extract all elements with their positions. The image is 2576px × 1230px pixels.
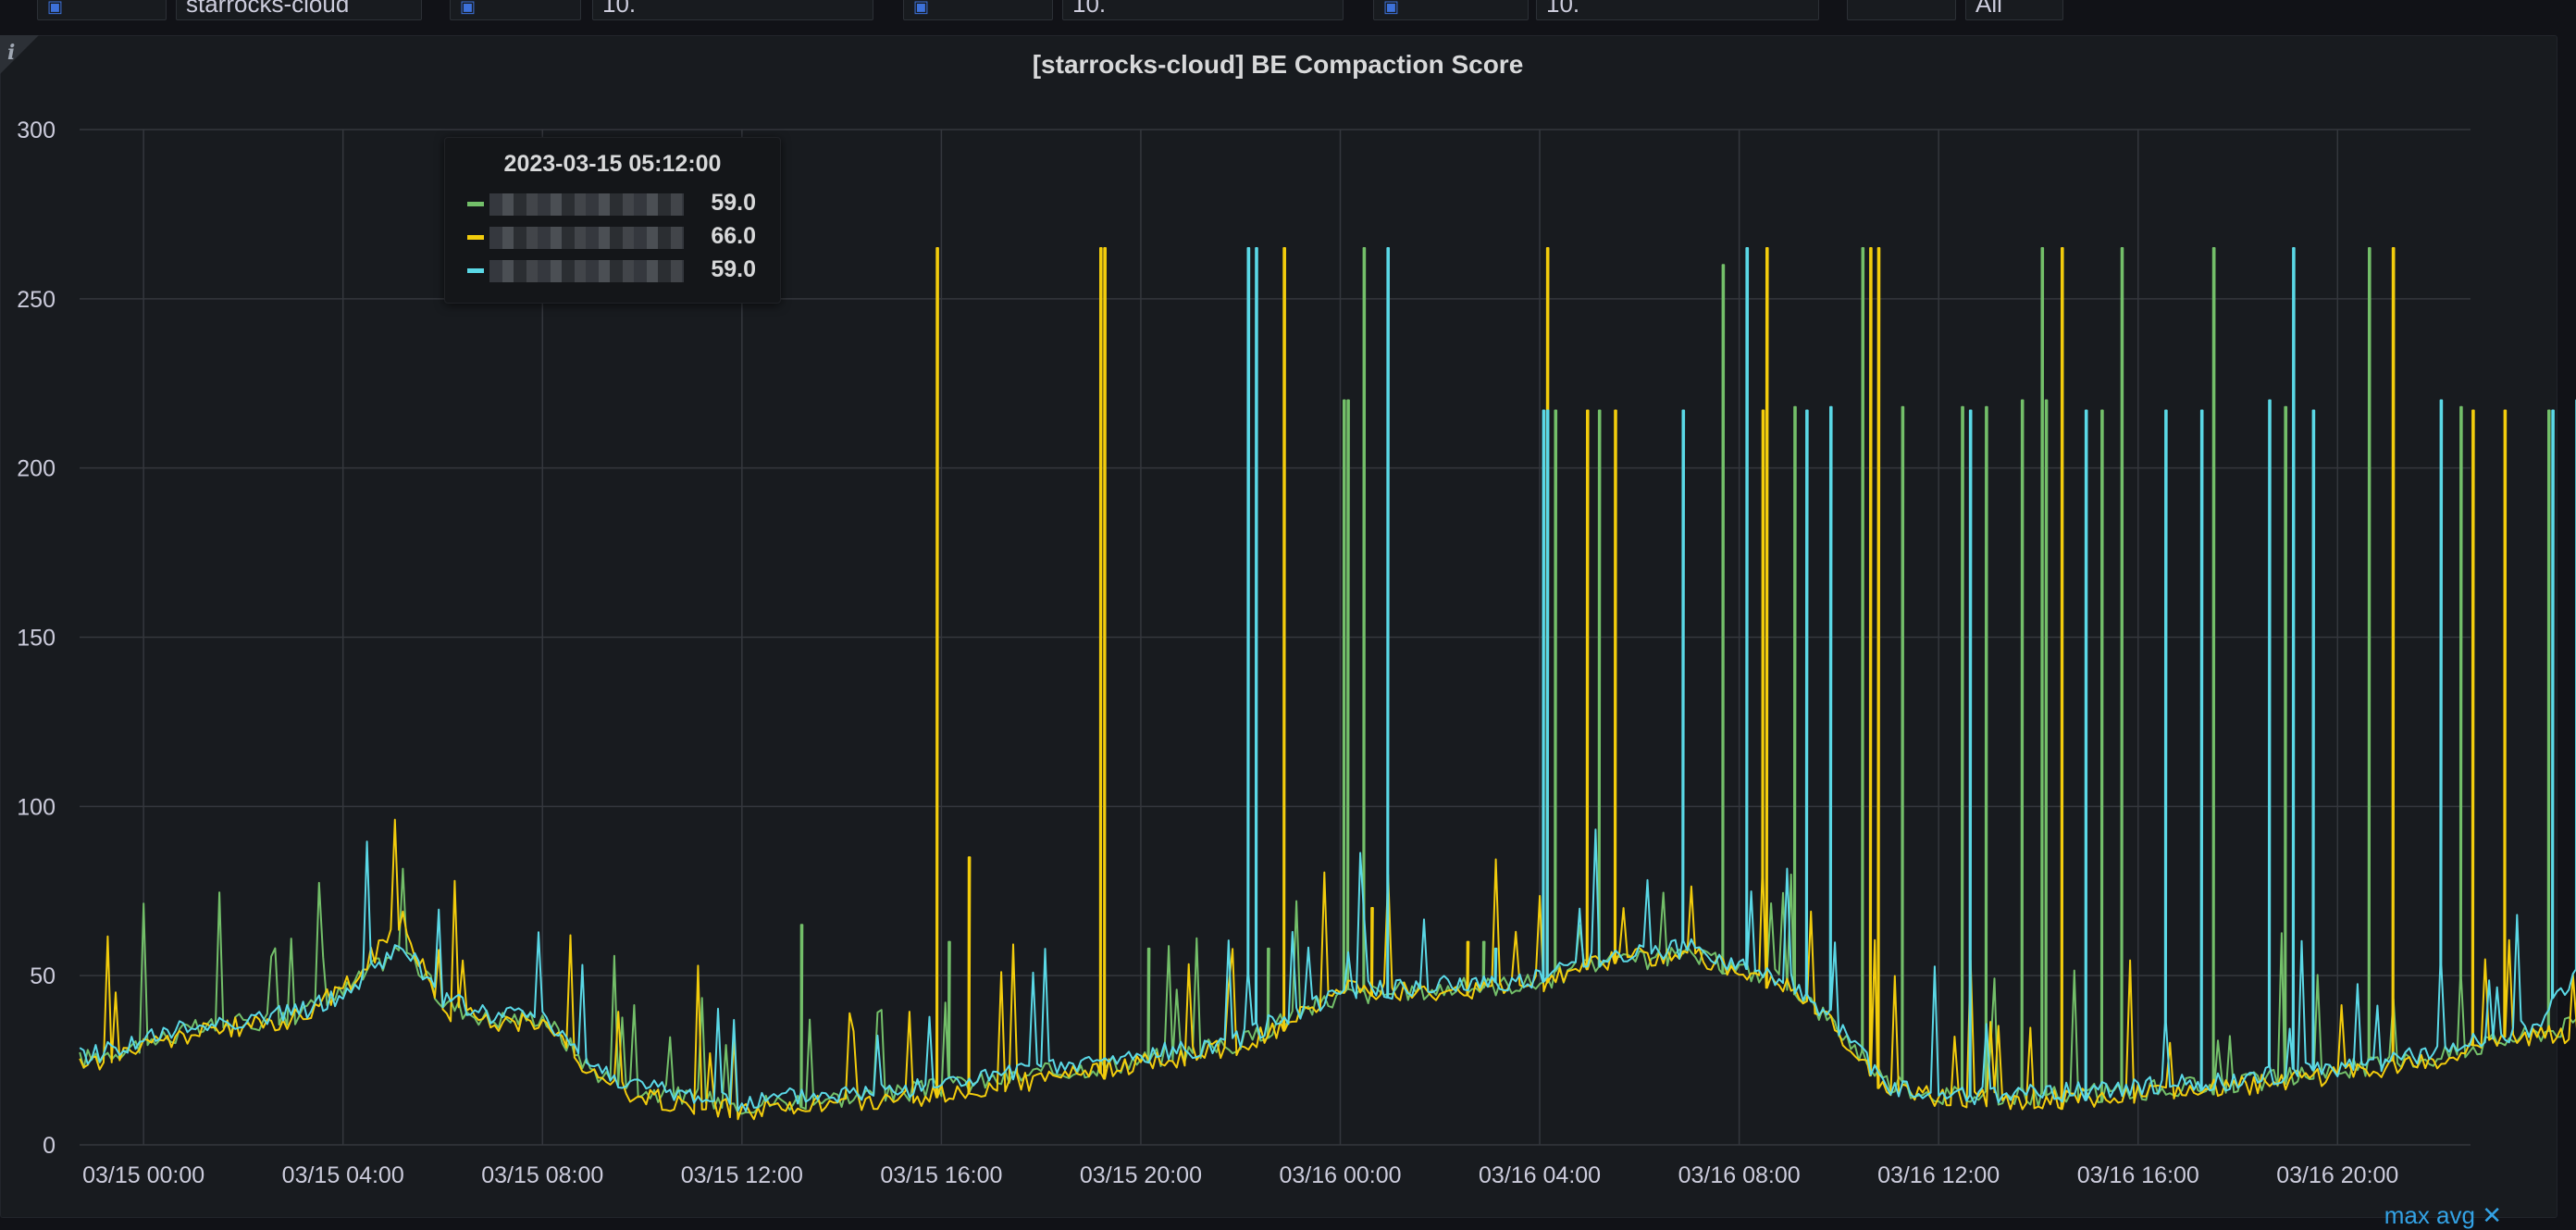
tooltip-series-name-redacted [489,227,684,249]
y-tick-label: 0 [43,1133,56,1159]
variable-label-5[interactable] [1847,0,1956,20]
y-tick-label: 250 [17,287,56,313]
x-tick-label: 03/16 20:00 [2276,1162,2398,1188]
variable-label-2[interactable]: ▣ [450,0,581,20]
chart-grid [80,129,2471,1146]
y-tick-label: 100 [17,794,56,820]
variable-value-host[interactable]: 10. [1536,0,1819,20]
y-tick-label: 50 [30,963,56,989]
hover-tooltip: 2023-03-15 05:12:00 59.0 66.0 59.0 [444,137,781,304]
dashboard-variable-bar: ▣ starrocks-cloud ▣ 10. ▣ 10. ▣ 10. All [0,0,2576,35]
info-icon[interactable]: i [7,41,16,65]
x-tick-label: 03/15 08:00 [481,1162,603,1188]
variable-label-1[interactable]: ▣ [37,0,167,20]
x-tick-label: 03/15 00:00 [82,1162,204,1188]
variable-icon: ▣ [460,0,477,16]
tooltip-swatch-1 [467,202,484,206]
variable-icon: ▣ [47,0,64,16]
variable-value-all[interactable]: All [1965,0,2063,20]
x-tick-label: 03/16 08:00 [1678,1162,1801,1188]
panel-info-corner[interactable] [0,35,39,74]
tooltip-series-name-redacted [489,193,684,216]
tooltip-row: 59.0 [467,256,763,284]
tooltip-time: 2023-03-15 05:12:00 [503,151,722,177]
tooltip-swatch-2 [467,235,484,240]
variable-icon: ▣ [913,0,930,16]
x-tick-label: 03/15 16:00 [880,1162,1002,1188]
panel-title[interactable]: [starrocks-cloud] BE Compaction Score [1032,50,1524,79]
tooltip-row: 66.0 [467,223,763,251]
x-tick-label: 03/16 00:00 [1279,1162,1401,1188]
x-tick-label: 03/15 12:00 [681,1162,803,1188]
y-tick-label: 200 [17,456,56,482]
series-line-2 [79,247,2576,1121]
variable-value-fe[interactable]: 10. [592,0,873,20]
series-line-3 [79,247,2576,1112]
tooltip-swatch-3 [467,268,484,273]
y-tick-label: 150 [17,626,56,652]
y-tick-label: 300 [17,118,56,143]
variable-label-4[interactable]: ▣ [1373,0,1529,20]
x-tick-label: 03/15 20:00 [1080,1162,1202,1188]
tooltip-row: 59.0 [467,190,763,217]
tooltip-value: 59.0 [711,190,756,216]
tooltip-value: 59.0 [711,256,756,282]
chart-series [79,247,2576,1121]
variable-value-cluster[interactable]: starrocks-cloud [176,0,422,20]
variable-value-be[interactable]: 10. [1062,0,1344,20]
x-tick-label: 03/16 04:00 [1479,1162,1601,1188]
x-tick-label: 03/16 12:00 [1877,1162,2000,1188]
tooltip-series-name-redacted [489,260,684,282]
chart-axes: 0 50 100 150 200 250 300 03/15 00:00 03/15 04:00… [17,118,2398,1188]
tooltip-value: 66.0 [711,223,756,249]
variable-label-3[interactable]: ▣ [903,0,1053,20]
x-tick-label: 03/15 04:00 [282,1162,404,1188]
x-tick-label: 03/16 16:00 [2077,1162,2199,1188]
variable-icon: ▣ [1383,0,1400,16]
